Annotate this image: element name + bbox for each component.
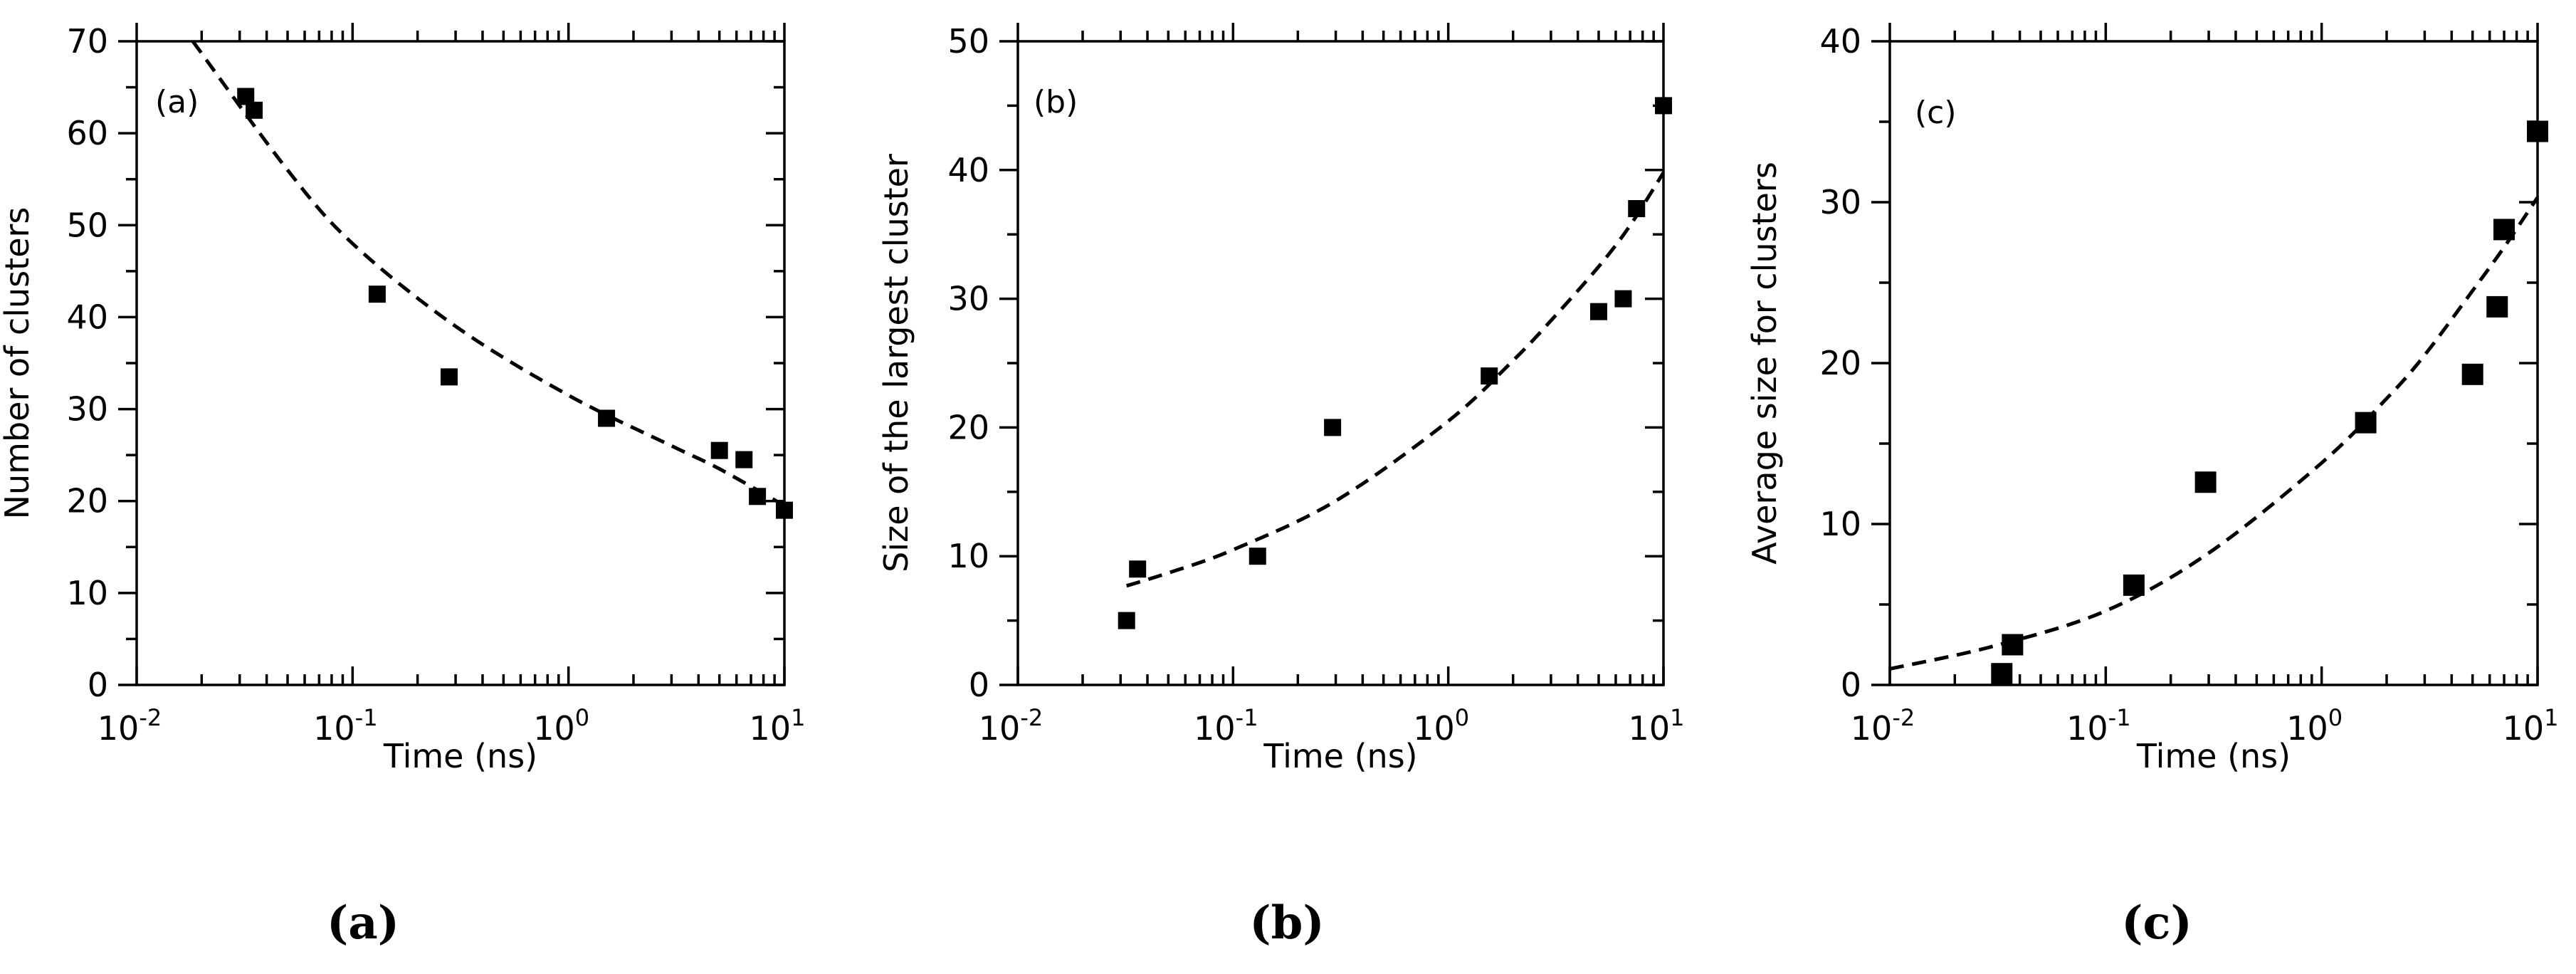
data-point	[735, 451, 753, 468]
data-point	[776, 501, 793, 519]
x-tick-label: 10-2	[979, 704, 1043, 748]
x-axis-title: Time (ns)	[1263, 737, 1417, 775]
y-tick-label: 0	[88, 666, 108, 704]
y-tick-label: 10	[1819, 505, 1861, 543]
x-tick-label: 10-1	[2066, 704, 2130, 748]
x-tick-label: 100	[2286, 704, 2343, 748]
panel-label: (b)	[1034, 84, 1078, 120]
plot-frame	[1888, 40, 2539, 686]
data-point	[1118, 612, 1135, 629]
x-axis-title: Time (ns)	[383, 737, 537, 775]
data-point	[440, 368, 458, 386]
y-tick-label: 10	[66, 574, 108, 612]
data-point	[368, 286, 386, 303]
data-point	[1991, 663, 2013, 685]
y-tick-label: 30	[1819, 183, 1861, 221]
y-tick-label: 50	[947, 22, 989, 61]
y-axis-title: Size of the largest cluster	[877, 154, 915, 572]
fit-curve	[1125, 172, 1666, 588]
data-point	[2486, 295, 2508, 318]
data-point	[2194, 471, 2217, 493]
x-tick-label: 10-1	[313, 704, 377, 748]
y-tick-label: 0	[969, 666, 989, 704]
x-tick-label: 10-2	[98, 704, 162, 748]
data-point	[2002, 634, 2024, 656]
y-tick-label: 20	[947, 408, 989, 446]
x-tick-label: 100	[533, 704, 589, 748]
y-tick-label: 20	[1819, 344, 1861, 382]
y-tick-label: 20	[66, 482, 108, 520]
y-tick-label: 30	[66, 390, 108, 429]
x-axis-title: Time (ns)	[2136, 737, 2291, 775]
panel-caption: (c)	[2121, 896, 2192, 950]
x-tick-label: 101	[750, 704, 806, 748]
x-tick-label: 100	[1413, 704, 1469, 748]
y-tick-label: 40	[947, 151, 989, 189]
data-point	[1481, 367, 1498, 385]
data-point	[598, 409, 616, 427]
y-tick-label: 30	[947, 280, 989, 318]
plot-frame	[1016, 40, 1665, 686]
y-axis-title: Average size for clusters	[1745, 162, 1784, 565]
y-tick-label: 60	[66, 114, 108, 152]
y-tick-label: 40	[66, 298, 108, 336]
data-point	[1614, 290, 1632, 308]
data-point	[1655, 97, 1672, 115]
x-tick-label: 101	[2503, 704, 2559, 748]
fit-curve	[1889, 196, 2540, 671]
y-tick-label: 70	[66, 22, 108, 61]
data-point	[1129, 560, 1147, 578]
panel-caption: (b)	[1249, 896, 1324, 950]
panel-label: (a)	[155, 84, 199, 120]
data-point	[2461, 363, 2483, 385]
y-tick-label: 0	[1841, 666, 1861, 704]
data-point	[749, 488, 767, 506]
data-point	[1324, 419, 1342, 436]
panel-caption: (a)	[327, 896, 399, 950]
data-point	[2527, 120, 2548, 142]
y-tick-label: 10	[947, 537, 989, 575]
x-tick-label: 10-2	[1851, 704, 1915, 748]
plot-frame	[135, 40, 786, 686]
data-point	[1628, 200, 1646, 218]
data-point	[1248, 548, 1266, 565]
data-point	[246, 101, 263, 119]
y-axis-title: Number of clusters	[0, 207, 36, 520]
data-point	[2355, 412, 2377, 434]
y-tick-label: 50	[66, 206, 108, 244]
panel-label: (c)	[1915, 95, 1957, 131]
fit-curve	[191, 40, 786, 508]
data-point	[710, 441, 728, 459]
y-tick-label: 40	[1819, 22, 1861, 61]
x-tick-label: 101	[1629, 704, 1685, 748]
data-point	[2123, 574, 2145, 596]
data-point	[1589, 303, 1607, 320]
data-point	[2493, 219, 2515, 241]
x-tick-label: 10-1	[1194, 704, 1258, 748]
